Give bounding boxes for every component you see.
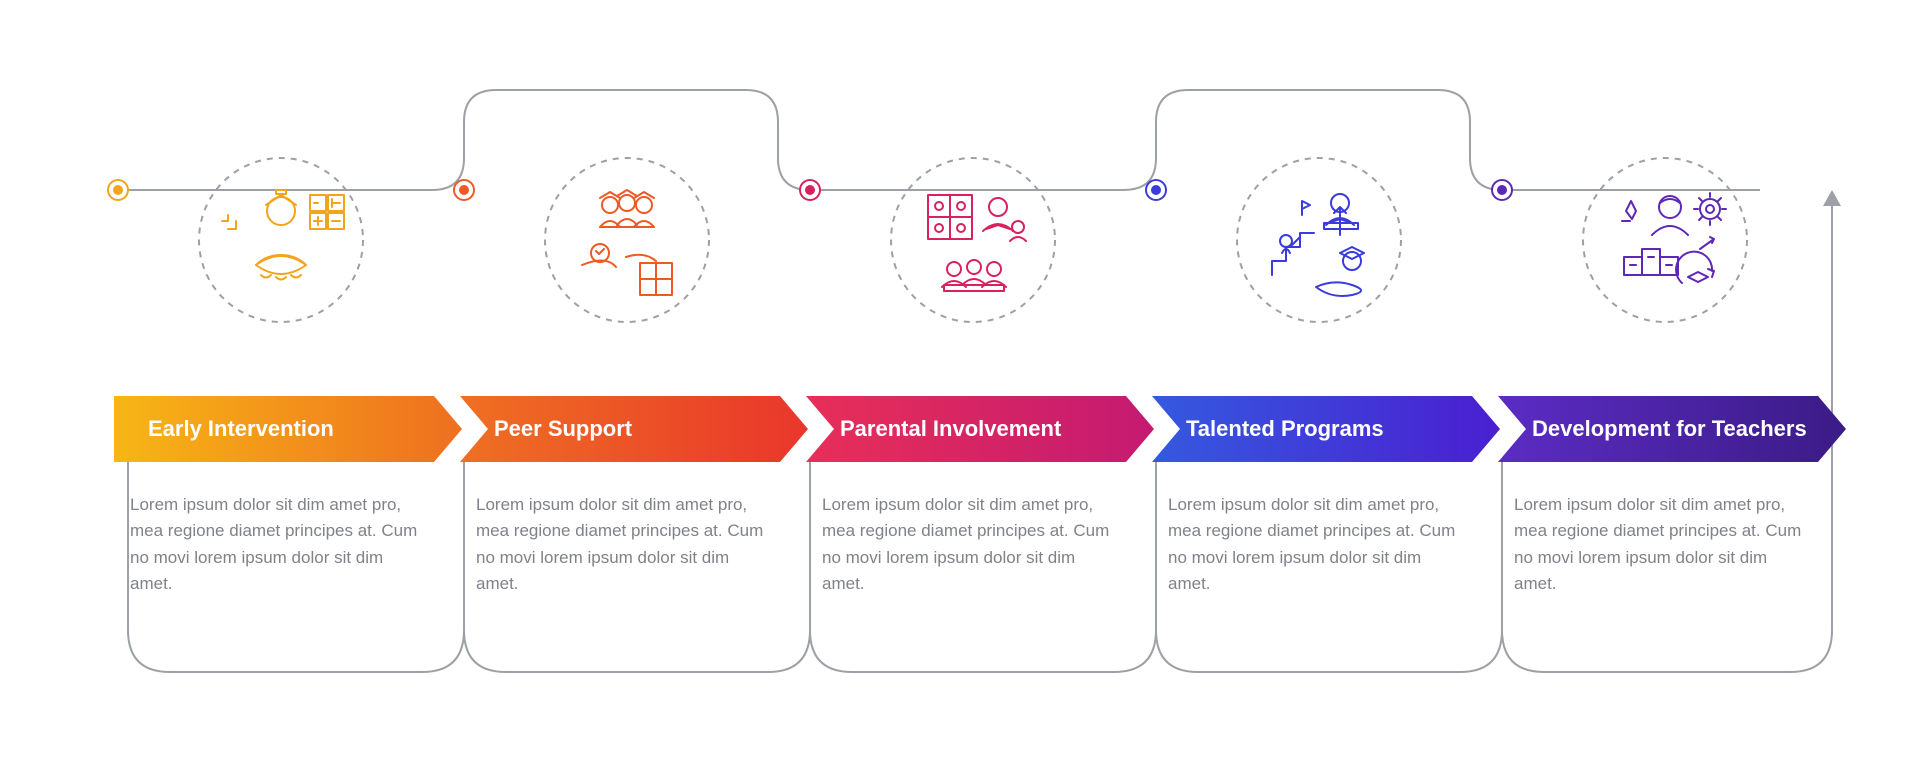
step-label: Talented Programs xyxy=(1186,416,1384,442)
infographic-canvas: Early Intervention Lorem ipsum dolor sit … xyxy=(0,0,1920,761)
step-label: Parental Involvement xyxy=(840,416,1061,442)
step-dot xyxy=(801,181,819,199)
step-dot xyxy=(455,181,473,199)
step-label: Peer Support xyxy=(494,416,632,442)
step-dot xyxy=(1493,181,1511,199)
step-description: Lorem ipsum dolor sit dim amet pro, mea … xyxy=(1168,492,1468,597)
step-dot xyxy=(109,181,127,199)
step-arrow: Peer Support xyxy=(460,396,808,462)
step-description: Lorem ipsum dolor sit dim amet pro, mea … xyxy=(476,492,776,597)
step-arrow: Development for Teachers xyxy=(1498,396,1846,462)
step-icon-talented xyxy=(1234,155,1404,325)
step-description: Lorem ipsum dolor sit dim amet pro, mea … xyxy=(130,492,430,597)
step-icon-peer xyxy=(542,155,712,325)
step-label: Early Intervention xyxy=(148,416,334,442)
step-dot xyxy=(1147,181,1165,199)
step-icon-teachers xyxy=(1580,155,1750,325)
step-arrow: Parental Involvement xyxy=(806,396,1154,462)
step-arrow: Early Intervention xyxy=(114,396,462,462)
step-arrow: Talented Programs xyxy=(1152,396,1500,462)
step-description: Lorem ipsum dolor sit dim amet pro, mea … xyxy=(1514,492,1814,597)
step-description: Lorem ipsum dolor sit dim amet pro, mea … xyxy=(822,492,1122,597)
step-icon-early xyxy=(196,155,366,325)
end-arrow-icon xyxy=(1823,190,1841,206)
step-icon-parental xyxy=(888,155,1058,325)
step-label: Development for Teachers xyxy=(1532,416,1807,442)
